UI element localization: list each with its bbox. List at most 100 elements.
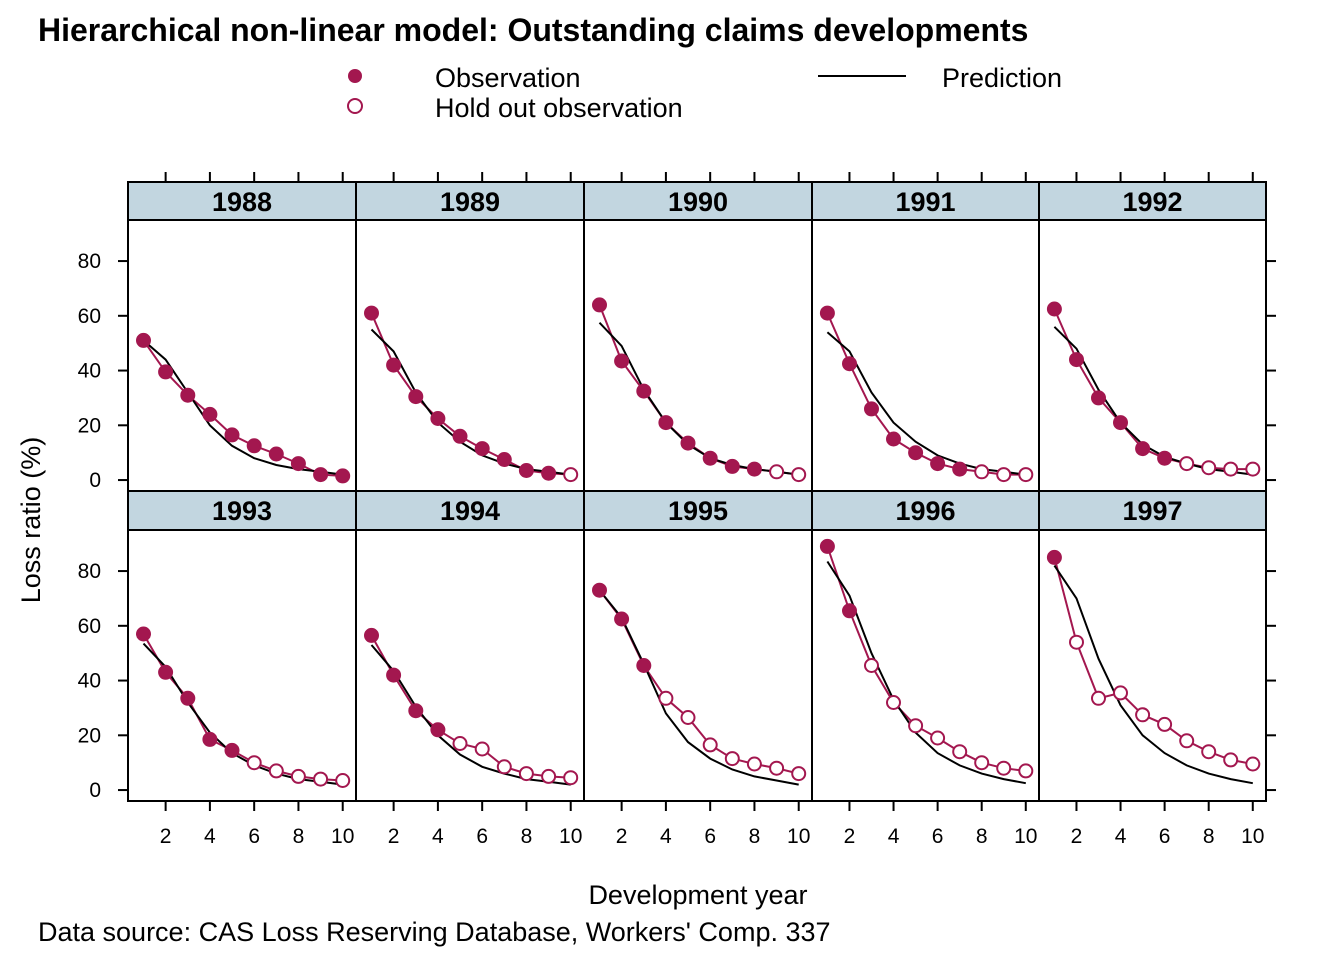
observation-point [746, 461, 762, 477]
panel-strip-label: 1993 [212, 496, 272, 526]
panel-strip [583, 490, 813, 531]
holdout-point [1135, 707, 1151, 723]
observation-point [1091, 390, 1106, 406]
holdout-point [313, 771, 329, 787]
holdout-point [1201, 460, 1217, 476]
panel-1990: 1990 [583, 181, 813, 492]
y-tick-label: 80 [78, 560, 101, 583]
x-tick-label: 10 [559, 825, 582, 848]
y-tick-label: 0 [89, 469, 101, 492]
panel-1989: 1989 [355, 181, 585, 492]
observation-point [180, 690, 196, 706]
holdout-point [996, 760, 1012, 776]
observation-point [952, 461, 968, 477]
holdout-point [886, 695, 901, 710]
observation-point [158, 364, 174, 380]
holdout-point [1091, 690, 1106, 706]
panel-1996: 1996 [811, 490, 1040, 802]
y-tick-label: 20 [78, 414, 101, 437]
y-tick-label: 80 [78, 250, 101, 273]
holdout-point [974, 755, 990, 771]
observation-point [158, 664, 174, 680]
observation-point [636, 658, 652, 673]
holdout-point [290, 768, 306, 784]
holdout-point [1179, 456, 1195, 472]
panel-frame [811, 529, 1040, 802]
prediction-line [598, 589, 799, 786]
x-tick-label: 2 [1071, 825, 1083, 848]
panels: 1988 1989 1990 1991 1992 1993 1994 1995 1996 1997 [127, 181, 1267, 802]
holdout-point [1245, 756, 1261, 772]
prediction-line [598, 322, 799, 476]
x-tick-label: 10 [1014, 825, 1037, 848]
observation-point [636, 383, 652, 399]
observation-point [408, 703, 424, 719]
x-tick-label: 6 [932, 825, 944, 848]
x-tick-label: 4 [888, 825, 900, 848]
x-tick-label: 10 [331, 825, 354, 848]
x-axis-label: Development year [588, 880, 807, 910]
holdout-point [1113, 685, 1128, 701]
holdout-point [724, 751, 740, 767]
holdout-point [335, 773, 351, 788]
x-tick-label: 4 [204, 825, 216, 848]
holdout-point [1018, 467, 1034, 483]
holdout-point [1245, 461, 1261, 477]
observation-point [136, 626, 151, 642]
observation-point [313, 467, 329, 483]
panel-strip-label: 1994 [440, 496, 500, 526]
legend-observation-marker [348, 69, 362, 83]
panel-strip-label: 1996 [895, 496, 955, 526]
holdout-point [1223, 752, 1239, 768]
panel-1992: 1992 [1038, 181, 1267, 492]
prediction-line [826, 331, 1026, 476]
observation-point [1157, 450, 1173, 466]
observation-point [290, 456, 306, 472]
observation-point [614, 353, 630, 369]
legend-holdout-label: Hold out observation [435, 93, 683, 123]
holdout-point [1223, 461, 1239, 477]
observation-point [592, 297, 607, 313]
prediction-line [1053, 326, 1253, 476]
observation-point [680, 435, 696, 451]
holdout-point [680, 710, 696, 725]
observed-series-line [826, 546, 1026, 772]
y-tick-label: 40 [78, 360, 101, 383]
y-tick-label: 0 [89, 779, 101, 802]
y-tick-label: 60 [78, 305, 101, 328]
chart-title: Hierarchical non-linear model: Outstandi… [38, 12, 1029, 48]
observed-series-line [826, 312, 1026, 476]
axes: 0 20 40 60 80 2 4 6 8 10 0 20 40 60 80 2 4 6 8 10 2 4 6 8 10 2 4 6 8… [78, 172, 1276, 848]
observation-point [452, 428, 468, 444]
panel-1997: 1997 [1038, 490, 1267, 802]
observation-point [1135, 441, 1151, 457]
holdout-point [1069, 634, 1084, 650]
observation-point [592, 582, 607, 598]
observation-point [864, 401, 879, 417]
panel-strip-label: 1992 [1122, 187, 1182, 217]
panel-strip-label: 1991 [895, 187, 955, 217]
prediction-line [142, 339, 343, 476]
source-note: Data source: CAS Loss Reserving Database… [38, 917, 831, 947]
x-tick-label: 4 [432, 825, 444, 848]
observation-point [1046, 301, 1062, 317]
observation-point [180, 387, 196, 403]
prediction-line [370, 328, 571, 476]
observation-point [224, 742, 240, 758]
holdout-point [791, 467, 807, 483]
holdout-point [1018, 763, 1034, 779]
x-tick-label: 8 [976, 825, 988, 848]
y-tick-label: 20 [78, 724, 101, 747]
y-tick-label: 60 [78, 615, 101, 638]
holdout-point [563, 770, 579, 786]
holdout-point [1179, 733, 1195, 749]
x-tick-label: 2 [616, 825, 628, 848]
x-tick-label: 10 [787, 825, 810, 848]
holdout-point [658, 690, 674, 706]
panel-1993: 1993 [127, 490, 357, 802]
panel-strip-label: 1990 [668, 187, 728, 217]
panel-strip [127, 181, 357, 221]
x-tick-label: 6 [1159, 825, 1171, 848]
observation-point [541, 465, 557, 481]
